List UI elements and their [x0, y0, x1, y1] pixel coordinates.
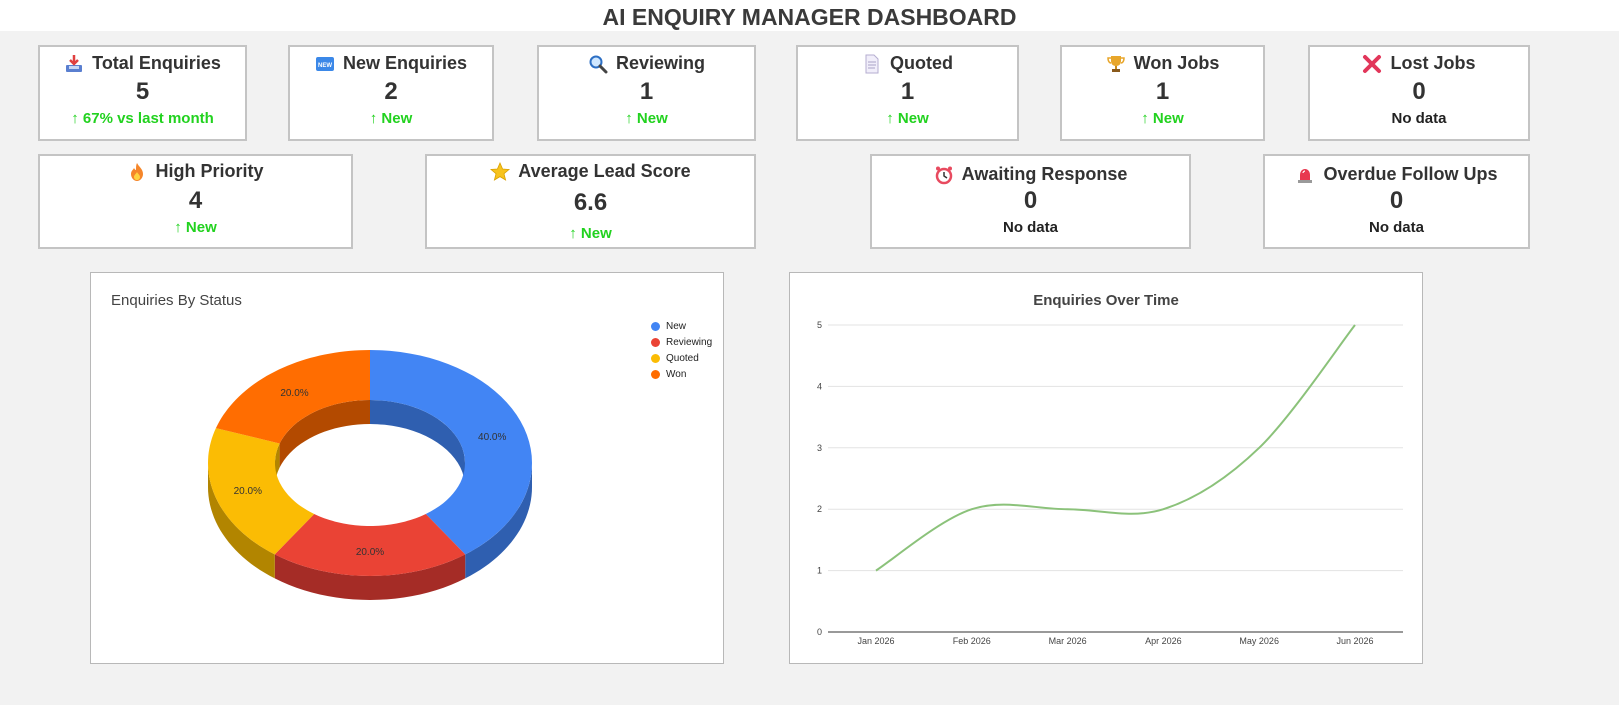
card-total-enquiries[interactable]: Total Enquiries 5 ↑ 67% vs last month [38, 45, 247, 141]
slice-label: 40.0% [478, 432, 506, 443]
donut-wall-outer [274, 554, 466, 600]
legend-item: Quoted [651, 350, 712, 366]
card-high-priority[interactable]: High Priority 4 ↑ New [38, 154, 353, 249]
card-label: New Enquiries [342, 53, 468, 73]
svg-text:NEW: NEW [318, 63, 332, 69]
chart-title: Enquiries Over Time [1033, 292, 1179, 309]
card-value: 2 [384, 78, 398, 105]
legend-label: Won [666, 368, 687, 380]
slice-label: 20.0% [280, 388, 308, 399]
x-tick-label: Feb 2026 [953, 636, 991, 646]
siren-icon [1295, 165, 1315, 185]
card-label: Total Enquiries [92, 53, 221, 73]
card-value: 0 [1023, 187, 1038, 214]
card-value: 1 [900, 78, 915, 105]
card-trend: ↑ 67% vs last month [71, 110, 214, 127]
legend-item: Won [651, 366, 712, 382]
card-value: 4 [188, 187, 203, 214]
card-trend: No data [1368, 219, 1424, 236]
card-label: Overdue Follow Ups [1323, 164, 1498, 184]
line-chart: 0 1 2 3 4 5 Jan 2026 Feb 2026 Mar 2026 Apr 2026 Ma… [817, 320, 1403, 646]
inbox-tray-icon [64, 54, 84, 74]
series-line[interactable] [875, 324, 1356, 572]
x-tick-label: Mar 2026 [1049, 636, 1087, 646]
legend-label: Quoted [666, 352, 699, 364]
card-new-enquiries[interactable]: NEW New Enquiries 2 ↑ New [288, 45, 494, 141]
donut-wall-inner [279, 400, 370, 468]
card-label: Awaiting Response [961, 164, 1128, 184]
x-tick-label: Apr 2026 [1145, 636, 1182, 646]
card-label: Lost Jobs [1390, 53, 1476, 73]
y-tick-label: 0 [817, 627, 822, 637]
alarm-clock-icon [934, 165, 954, 185]
legend-swatch [651, 369, 660, 379]
new-badge-icon: NEW [315, 54, 335, 74]
card-trend: ↑ New [625, 110, 668, 127]
card-trend: ↑ New [174, 219, 217, 236]
y-tick-label: 1 [817, 566, 822, 576]
card-trend: No data [1002, 219, 1058, 236]
x-tick-label: Jun 2026 [1336, 636, 1373, 646]
card-average-lead-score[interactable]: Average Lead Score 6.6 ↑ New [425, 154, 756, 249]
card-value: 1 [639, 78, 654, 105]
legend-item: Reviewing [651, 334, 712, 350]
chart-legend: New Reviewing Quoted Won [651, 318, 712, 382]
card-quoted[interactable]: Quoted 1 ↑ New [796, 45, 1019, 141]
slice-label: 20.0% [234, 486, 262, 497]
card-label: Average Lead Score [518, 161, 691, 181]
legend-swatch [651, 353, 660, 363]
y-tick-label: 2 [817, 504, 822, 514]
card-reviewing[interactable]: Reviewing 1 ↑ New [537, 45, 756, 141]
card-trend: ↑ New [886, 110, 929, 127]
y-tick-label: 5 [817, 320, 822, 330]
card-value: 1 [1155, 78, 1170, 105]
card-overdue-follow-ups[interactable]: Overdue Follow Ups 0 No data [1263, 154, 1530, 249]
fire-icon [127, 162, 147, 182]
x-tick-label: May 2026 [1239, 636, 1279, 646]
donut-wall-inner [370, 400, 465, 487]
x-tick-label: Jan 2026 [857, 636, 894, 646]
card-label: Reviewing [615, 53, 706, 73]
card-awaiting-response[interactable]: Awaiting Response 0 No data [870, 154, 1191, 249]
legend-label: Reviewing [666, 336, 713, 348]
card-label: Won Jobs [1133, 53, 1220, 73]
donut-slice[interactable] [215, 350, 370, 444]
donut-wall-outer [208, 463, 275, 579]
status-chart-panel: Enquiries By Status New Reviewing Quoted… [90, 272, 724, 664]
title-bar [0, 0, 1619, 31]
donut-chart: 40.0% 20.0% 20.0% 20.0% [208, 350, 532, 600]
slice-label: 20.0% [356, 547, 384, 558]
page-title: AI ENQUIRY MANAGER DASHBOARD [602, 4, 1017, 30]
card-value: 5 [135, 78, 150, 105]
donut-wall-outer [465, 463, 532, 579]
card-value: 6.6 [573, 189, 608, 216]
card-value: 0 [1412, 78, 1426, 105]
donut-slice[interactable] [208, 428, 315, 555]
card-value: 0 [1389, 187, 1404, 214]
y-tick-label: 4 [817, 381, 822, 391]
trophy-icon [1106, 54, 1126, 74]
legend-swatch [651, 337, 660, 347]
time-chart-panel: Enquiries Over Time 0 1 2 3 4 5 Jan 2026 Feb 20… [789, 272, 1423, 664]
legend-swatch [651, 321, 660, 331]
y-tick-label: 3 [817, 443, 822, 453]
document-icon [862, 54, 882, 74]
donut-slice[interactable] [274, 514, 466, 576]
star-icon [490, 161, 511, 182]
legend-item: New [651, 318, 712, 334]
card-trend: ↑ New [369, 110, 413, 127]
card-trend: No data [1391, 110, 1447, 127]
card-won-jobs[interactable]: Won Jobs 1 ↑ New [1060, 45, 1265, 141]
card-trend: ↑ New [569, 225, 612, 242]
donut-slice[interactable] [370, 350, 532, 555]
card-trend: ↑ New [1141, 110, 1184, 127]
card-label: Quoted [890, 53, 953, 73]
cross-mark-icon [1362, 54, 1382, 74]
legend-label: New [666, 320, 687, 332]
card-label: High Priority [155, 161, 264, 181]
card-lost-jobs[interactable]: Lost Jobs 0 No data [1308, 45, 1530, 141]
chart-title: Enquiries By Status [111, 292, 242, 309]
magnifier-icon [588, 54, 608, 74]
